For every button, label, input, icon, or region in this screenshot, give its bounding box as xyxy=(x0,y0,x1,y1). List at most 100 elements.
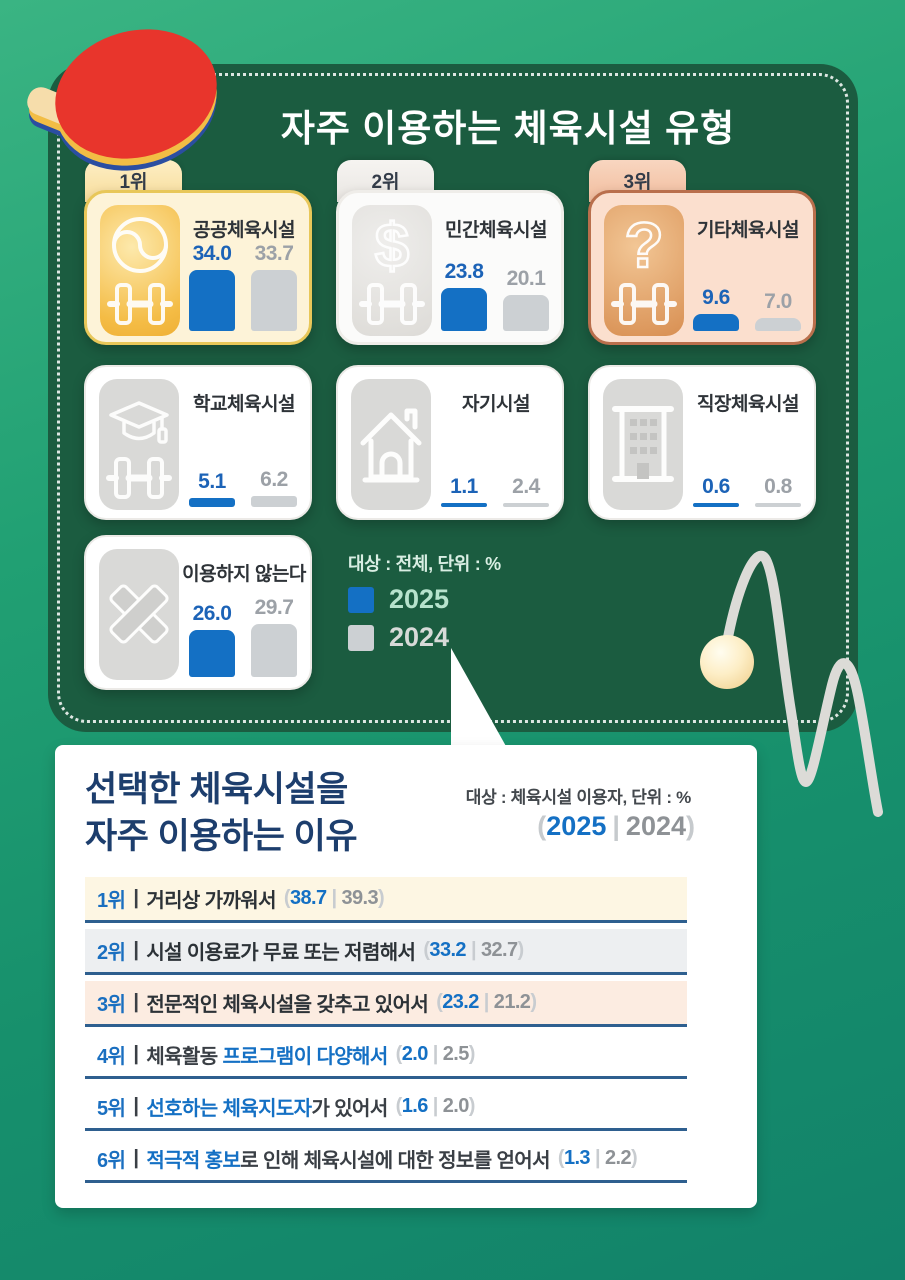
reason-rank: 6위 xyxy=(97,1150,126,1172)
reason-text: 체육활동 프로그램이 다양해서 xyxy=(146,1046,388,1068)
legend-label-2024: 2024 xyxy=(389,622,450,652)
reasons-note: 대상 : 체육시설 이용자, 단위 : % xyxy=(465,788,692,807)
stat-2024: 6.2 xyxy=(251,468,297,507)
reason-row: 1위 | 거리상 가까워서 (38.7 | 39.3) xyxy=(85,877,687,923)
reason-rank: 4위 xyxy=(97,1046,126,1068)
trajectory-line xyxy=(719,550,883,817)
facility-card-stats: 34.0 33.7 xyxy=(185,242,301,331)
facility-card: 자기시설 1.1 2.4 xyxy=(336,365,564,520)
legend-item-2024: 2024 xyxy=(348,622,501,652)
value-2024: 0.8 xyxy=(764,475,792,498)
value-2025: 1.1 xyxy=(450,475,478,498)
rank-divider: | xyxy=(133,1043,139,1065)
reason-values: (33.2 | 32.7) xyxy=(423,939,524,961)
ball-icon xyxy=(700,635,754,689)
rank-divider: | xyxy=(133,991,139,1013)
facility-card-stats: 26.0 29.7 xyxy=(184,596,302,677)
taegeuk-dumbbell-icon xyxy=(100,205,180,336)
facility-card-title: 민간체육시설 xyxy=(445,220,547,241)
rank-divider: | xyxy=(133,939,139,961)
x-mark-icon xyxy=(99,549,179,680)
facility-card-stats: 5.1 6.2 xyxy=(184,468,302,507)
reason-rank: 3위 xyxy=(97,994,126,1016)
question-dumbbell-icon: ? xyxy=(604,205,684,336)
dollar-dumbbell-icon: $ xyxy=(352,205,432,336)
reason-rank: 2위 xyxy=(97,942,126,964)
house-icon xyxy=(351,379,431,510)
reasons-year-key: (2025 | 2024) xyxy=(537,811,695,841)
reasons-title-line1: 선택한 체육시설을 xyxy=(85,770,348,809)
reason-rank: 5위 xyxy=(97,1098,126,1120)
facility-card-title: 공공체육시설 xyxy=(193,220,295,241)
value-2024: 7.0 xyxy=(764,290,792,314)
legend-item-2025: 2025 xyxy=(348,584,501,614)
stat-2024: 7.0 xyxy=(755,290,801,331)
value-2025: 5.1 xyxy=(198,469,226,493)
facility-card: 직장체육시설 0.6 0.8 xyxy=(588,365,816,520)
stat-2024: 29.7 xyxy=(251,596,297,677)
bar-2024 xyxy=(251,623,297,677)
bar-2024 xyxy=(251,270,297,331)
reason-row: 5위 | 선호하는 체육지도자가 있어서 (1.6 | 2.0) xyxy=(85,1085,687,1131)
stat-2025: 26.0 xyxy=(189,602,235,677)
bar-2025 xyxy=(693,503,739,507)
reason-values: (1.3 | 2.2) xyxy=(557,1147,638,1169)
reason-text: 선호하는 체육지도자가 있어서 xyxy=(146,1098,388,1120)
facility-card: 공공체육시설 34.0 33.7 xyxy=(84,190,312,345)
reason-text: 적극적 홍보로 인해 체육시설에 대한 정보를 얻어서 xyxy=(146,1150,550,1172)
reasons-callout: 선택한 체육시설을 자주 이용하는 이유 대상 : 체육시설 이용자, 단위 :… xyxy=(55,745,757,1208)
value-2025: 9.6 xyxy=(702,285,730,309)
bar-2025 xyxy=(189,269,235,331)
reason-rank: 1위 xyxy=(97,890,126,912)
facility-card-stats: 23.8 20.1 xyxy=(437,260,553,331)
value-2024: 29.7 xyxy=(254,595,294,619)
facility-card-stats: 0.6 0.8 xyxy=(688,475,806,507)
rank-divider: | xyxy=(133,1147,139,1169)
value-2025: 23.8 xyxy=(444,260,484,284)
stat-2024: 33.7 xyxy=(251,242,297,331)
legend-swatch-2024 xyxy=(348,624,374,651)
reason-values: (1.6 | 2.0) xyxy=(395,1095,476,1117)
facility-card: ? 기타체육시설 9.6 7.0 xyxy=(588,190,816,345)
facility-card: $ 민간체육시설 23.8 20.1 xyxy=(336,190,564,345)
stat-2024: 2.4 xyxy=(503,475,549,507)
legend-swatch-2025 xyxy=(348,586,374,613)
legend-note: 대상 : 전체, 단위 : % xyxy=(348,554,501,574)
year-2025-label: 2025 xyxy=(546,811,607,841)
rank-divider: | xyxy=(133,1095,139,1117)
reason-row: 4위 | 체육활동 프로그램이 다양해서 (2.0 | 2.5) xyxy=(85,1033,687,1079)
bar-2024 xyxy=(755,318,801,331)
reason-values: (2.0 | 2.5) xyxy=(395,1043,476,1065)
bar-2025 xyxy=(189,497,235,507)
reason-row: 3위 | 전문적인 체육시설을 갖추고 있어서 (23.2 | 21.2) xyxy=(85,981,687,1027)
stat-2025: 5.1 xyxy=(189,470,235,507)
facility-card-stats: 1.1 2.4 xyxy=(436,475,554,507)
building-icon xyxy=(603,379,683,510)
reason-text: 거리상 가까워서 xyxy=(146,890,276,912)
legend-label-2025: 2025 xyxy=(389,584,450,614)
bar-2025 xyxy=(189,630,235,677)
value-2024: 2.4 xyxy=(512,474,540,498)
facility-card: 이용하지 않는다 26.0 29.7 xyxy=(84,535,312,690)
reason-values: (23.2 | 21.2) xyxy=(436,991,537,1013)
svg-text:?: ? xyxy=(624,209,663,281)
facility-card-title: 직장체육시설 xyxy=(697,394,799,415)
bar-2025 xyxy=(441,503,487,507)
facility-card-title: 자기시설 xyxy=(462,394,530,415)
ping-pong-paddle-icon xyxy=(27,29,217,171)
reason-values: (38.7 | 39.3) xyxy=(283,887,385,909)
rank-divider: | xyxy=(133,887,139,909)
facility-board-panel: 자주 이용하는 체육시설 유형 1위 공공체육시설 34.0 33.7 2위 $ 민간체육시… xyxy=(48,64,858,732)
reason-text: 시설 이용료가 무료 또는 저렴해서 xyxy=(146,942,416,964)
stat-2024: 20.1 xyxy=(503,267,549,331)
stat-2025: 1.1 xyxy=(441,475,487,507)
stat-2025: 34.0 xyxy=(189,242,235,331)
bar-2024 xyxy=(503,294,549,331)
reason-row: 6위 | 적극적 홍보로 인해 체육시설에 대한 정보를 얻어서 (1.3 | 2.2) xyxy=(85,1137,687,1183)
bar-2025 xyxy=(441,288,487,331)
bar-2024 xyxy=(251,495,297,507)
value-2025: 0.6 xyxy=(702,475,730,498)
legend: 대상 : 전체, 단위 : % 2025 2024 xyxy=(348,550,501,652)
gradcap-dumbbell-icon xyxy=(99,379,179,510)
value-2024: 33.7 xyxy=(254,242,294,266)
